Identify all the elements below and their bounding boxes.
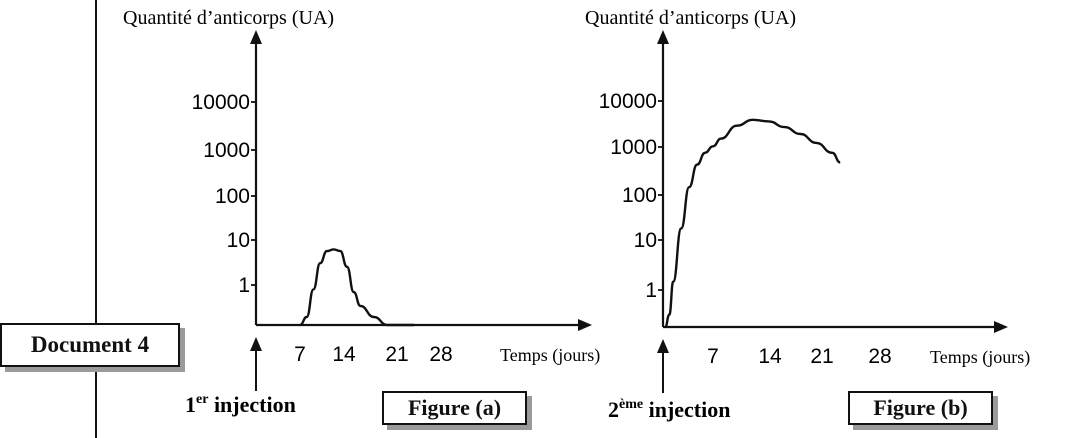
chart-a-y-tick-label: 10 xyxy=(227,229,250,252)
chart-a-y-tick-label: 1 xyxy=(238,274,250,297)
chart-a-y-tick-label: 100 xyxy=(215,185,250,208)
chart-a-injection-arrow-head xyxy=(250,337,262,351)
chart-a-series-line xyxy=(299,248,415,327)
chart-a-x-tick-label: 14 xyxy=(332,343,356,366)
chart-b-x-tick-label: 28 xyxy=(868,345,891,368)
chart-b-xlabel: Temps (jours) xyxy=(930,347,1030,368)
chart-b-injection-arrow-head xyxy=(657,339,669,353)
chart-a-ylabel: Quantité d’anticorps (UA) xyxy=(123,7,334,29)
chart-a-xlabel: Temps (jours) xyxy=(500,345,600,366)
figure-b-label-box: Figure (b) xyxy=(848,391,993,425)
chart-b-y-tick-label: 1000 xyxy=(610,136,657,159)
chart-b-x-tick-label: 7 xyxy=(707,345,719,368)
chart-b-y-tick-label: 10000 xyxy=(599,90,657,113)
chart-a-y-tick-label: 1000 xyxy=(203,139,250,162)
chart-a-x-tick-label: 28 xyxy=(429,343,452,366)
chart-a-x-axis-arrow xyxy=(578,319,592,331)
document-label-box: Document 4 xyxy=(0,323,180,367)
left-margin-line xyxy=(95,0,97,438)
chart-a-injection-label: 1er injection xyxy=(185,392,296,417)
chart-b-y-axis-arrow xyxy=(657,30,669,44)
chart-b-x-tick-label: 14 xyxy=(758,345,782,368)
document-label: Document 4 xyxy=(30,332,150,357)
chart-b-y-tick-label: 100 xyxy=(622,184,657,207)
chart-a-y-axis-arrow xyxy=(250,30,262,44)
chart-a-y-tick-label: 10000 xyxy=(192,91,250,114)
chart-b-ylabel: Quantité d’anticorps (UA) xyxy=(585,7,796,29)
figure-b-label: Figure (b) xyxy=(873,395,968,420)
chart-b-injection-label: 2ème injection xyxy=(608,397,730,422)
chart-b-y-tick-label: 1 xyxy=(645,279,657,302)
chart-b-x-axis-arrow xyxy=(994,321,1008,333)
chart-b-x-tick-label: 21 xyxy=(810,345,833,368)
chart-a-x-tick-label: 7 xyxy=(294,343,306,366)
figure-a-label: Figure (a) xyxy=(407,395,502,420)
figure-a-label-box: Figure (a) xyxy=(382,391,527,425)
chart-a-x-tick-label: 21 xyxy=(385,343,408,366)
chart-b-series-line xyxy=(664,118,841,329)
chart-b-y-tick-label: 10 xyxy=(634,229,657,252)
